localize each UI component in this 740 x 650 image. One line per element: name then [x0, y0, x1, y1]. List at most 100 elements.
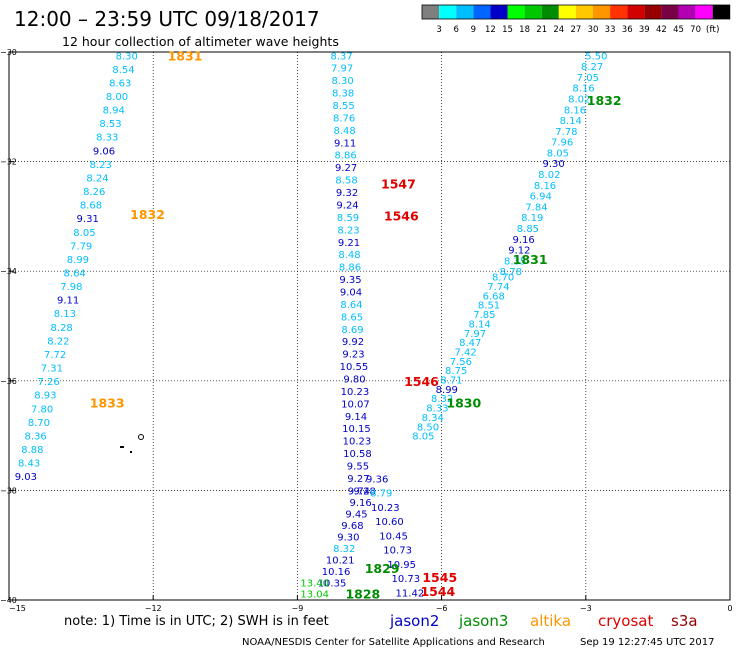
swh-value: 8.64 [340, 300, 362, 311]
page-subtitle: 12 hour collection of altimeter wave hei… [62, 34, 339, 49]
swh-value: 10.16 [322, 567, 351, 578]
swh-value: 8.27 [581, 62, 603, 73]
swh-value: 8.28 [51, 323, 73, 334]
island-marks [120, 434, 144, 453]
footer-credit: NOAA/NESDIS Center for Satellite Applica… [242, 637, 545, 648]
swh-value: 8.94 [103, 106, 125, 117]
swh-value: 7.96 [551, 138, 573, 149]
swh-value: 9.23 [342, 350, 364, 361]
swh-value: 8.02 [568, 94, 590, 105]
swh-value: 8.99 [436, 385, 458, 396]
swh-value: 10.23 [341, 387, 370, 398]
swh-value: 9.24 [336, 200, 358, 211]
swh-value: 8.47 [459, 338, 481, 349]
swh-value: 7.84 [525, 202, 547, 213]
swh-value: 8.34 [422, 413, 444, 424]
swh-value: 8.05 [547, 148, 569, 159]
swh-value: 7.97 [331, 64, 353, 75]
swh-value: 9.06 [93, 146, 115, 157]
colorbar-swatch [558, 5, 576, 19]
swh-value: 8.23 [90, 160, 112, 171]
swh-value: 9.28 [354, 486, 376, 497]
pass-number-label: 1831 [168, 48, 203, 63]
colorbar-swatch [507, 5, 525, 19]
swh-value: 8.70 [28, 418, 50, 429]
swh-value: 7.05 [577, 73, 599, 84]
legend-jason3: jason3 [458, 612, 508, 630]
colorbar-label: 12 [485, 25, 496, 35]
colorbar-label: 3 [436, 25, 441, 35]
y-tick-label: −36 [0, 377, 17, 386]
swh-value: 8.32 [333, 544, 355, 555]
swh-value: 8.53 [99, 119, 121, 130]
swh-value: 8.22 [47, 336, 69, 347]
swh-value: 8.23 [337, 225, 359, 236]
swh-value: 9.74 [348, 486, 370, 497]
colorbar-label: (ft) [706, 25, 720, 35]
swh-value: 10.55 [340, 362, 369, 373]
swh-value: 9.31 [77, 214, 99, 225]
swh-value: 8.85 [517, 224, 539, 235]
colorbar-swatch [422, 5, 440, 19]
swh-value: 8.86 [334, 151, 356, 162]
swh-value: 9.04 [340, 287, 362, 298]
swh-value: 8.69 [341, 325, 363, 336]
pass-number-label: 1829 [365, 561, 400, 576]
swh-value: 9.30 [337, 532, 359, 543]
wave-height-values: 8.30 8.54 8.63 8.00 8.94 8.53 8.33 9.06 8.23 8.24… [15, 51, 608, 600]
swh-value: 8.37 [330, 51, 352, 62]
swh-value: 5.50 [585, 51, 607, 62]
colorbar-label: 39 [639, 25, 650, 35]
pass-number-label: 1546 [384, 208, 419, 223]
swh-value: 8.36 [24, 431, 46, 442]
colorbar-swatch [661, 5, 679, 19]
x-tick-label: −12 [145, 604, 162, 613]
colorbar-swatch [456, 5, 474, 19]
swh-value: 8.58 [335, 176, 357, 187]
colorbar-label: 45 [673, 25, 684, 35]
swh-value: 8.48 [333, 126, 355, 137]
y-tick-label: −30 [0, 48, 17, 57]
swh-value: 8.19 [521, 213, 543, 224]
satellite-legend: jason2 jason3 altika cryosat s3a [389, 612, 698, 630]
colorbar-label: 21 [536, 25, 547, 35]
colorbar-swatch [712, 5, 730, 19]
swh-value: 8.51 [478, 301, 500, 312]
swh-value: 13.40 [300, 578, 329, 589]
swh-value: 9.30 [542, 159, 564, 170]
swh-value: 8.16 [534, 181, 556, 192]
swh-value: 8.33 [426, 404, 448, 415]
y-tick-label: −40 [0, 596, 17, 605]
swh-value: 9.16 [349, 498, 371, 509]
colorbar-label: 42 [656, 25, 667, 35]
swh-value: 10.07 [341, 399, 370, 410]
swh-value: 9.55 [347, 462, 369, 473]
colorbar-label: 36 [622, 25, 633, 35]
swh-value: 7.78 [555, 127, 577, 138]
x-tick-label: 0 [727, 604, 732, 613]
pass-number-label: 1833 [90, 396, 125, 411]
swh-value: 8.02 [538, 170, 560, 181]
swh-value: 10.73 [383, 546, 412, 557]
swh-value: 8.99 [67, 255, 89, 266]
swh-value: 10.73 [391, 574, 420, 585]
swh-value: 7.42 [454, 347, 476, 358]
swh-value: 8.48 [338, 250, 360, 261]
swh-value: 9.68 [341, 521, 363, 532]
x-tick-label: −3 [580, 604, 592, 613]
colorbar-swatch [473, 5, 491, 19]
swh-value: 10.58 [343, 449, 372, 460]
colorbar-swatch [490, 5, 508, 19]
swh-value: 8.71 [440, 376, 462, 387]
swh-value: 8.64 [64, 269, 86, 280]
swh-value: 8.86 [339, 263, 361, 274]
colorbar-label: 30 [588, 25, 599, 35]
swh-value: 7.79 [70, 241, 92, 252]
swh-value: 8.43 [18, 459, 40, 470]
swh-value: 8.14 [469, 319, 491, 330]
axis-ticks: −15 −12 −9 −6 −3 0−30−32−34−36−38−40 [0, 48, 733, 613]
swh-value: 9.80 [343, 375, 365, 386]
swh-value: 10.21 [326, 555, 355, 566]
swh-value: 7.26 [37, 377, 59, 388]
